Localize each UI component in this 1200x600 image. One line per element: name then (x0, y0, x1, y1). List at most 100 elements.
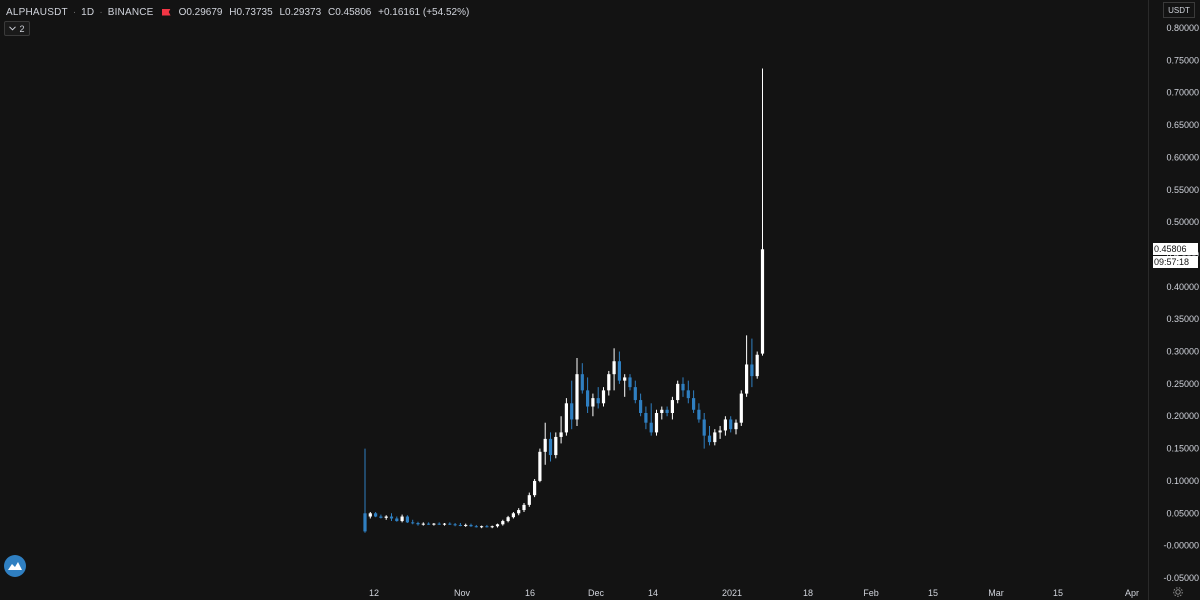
candle-body (580, 374, 584, 391)
chevron-down-icon (9, 26, 17, 31)
currency-selector[interactable]: USDT (1163, 2, 1195, 18)
candle-body (437, 523, 441, 525)
candle (368, 512, 372, 519)
candle-body (480, 526, 484, 528)
price-tick-label: 0.65000 (1166, 120, 1199, 130)
candle-body (601, 390, 606, 404)
candle (442, 523, 447, 526)
candle (586, 377, 590, 413)
candle-body (633, 387, 637, 401)
legend-separator: · (72, 6, 77, 18)
candle (745, 335, 749, 397)
interval-label[interactable]: 1D (81, 6, 95, 18)
candle (639, 393, 643, 417)
candle (570, 380, 574, 430)
candle-body (570, 403, 574, 420)
price-tick-label: -0.00000 (1163, 541, 1199, 551)
candle (490, 525, 494, 529)
candle-body (411, 522, 415, 524)
indicators-toggle-button[interactable]: 2 (4, 21, 30, 36)
candle-body (469, 524, 473, 527)
candle-body (692, 398, 696, 410)
price-tick-label: 0.75000 (1166, 55, 1199, 65)
chart-legend: ALPHAUSDT · 1D · BINANCE O0.29679 H0.737… (6, 4, 473, 20)
legend-separator: · (99, 6, 103, 18)
candle (395, 516, 399, 522)
candle (389, 513, 394, 522)
candle (416, 521, 420, 526)
candle (384, 515, 388, 520)
candle (474, 524, 478, 528)
candle-body (517, 510, 521, 514)
tradingview-logo[interactable] (4, 555, 26, 577)
candle (628, 374, 632, 391)
candle-body (548, 438, 553, 456)
candle-body (405, 516, 409, 523)
candle (729, 416, 733, 433)
price-tick-labels: 0.80000 0.75000 0.70000 0.65000 0.60000 0.550… (1163, 23, 1199, 583)
price-axis[interactable]: 0.80000 0.75000 0.70000 0.65000 0.60000 0.550… (1148, 0, 1200, 600)
price-tick-label: 0.55000 (1166, 185, 1199, 195)
candle-body (596, 398, 600, 404)
candle (506, 515, 510, 523)
candle (437, 522, 441, 525)
candle-body (389, 516, 394, 519)
candle-body (432, 523, 436, 525)
candle (564, 398, 568, 436)
candle-body (718, 430, 722, 433)
candle (538, 448, 542, 483)
candle (649, 403, 653, 436)
symbol-label[interactable]: ALPHAUSDT (6, 6, 68, 18)
candle-body (723, 419, 727, 431)
candle-body (564, 403, 568, 433)
candle-body (612, 361, 616, 375)
close-key: C (327, 6, 336, 18)
candle (374, 512, 378, 518)
candle-body (395, 518, 399, 522)
candle-body (702, 419, 706, 436)
candle-body (464, 524, 468, 526)
candle (511, 512, 515, 519)
candle (670, 396, 674, 420)
price-tick-label: 0.60000 (1166, 152, 1199, 162)
price-tick-label: 0.40000 (1166, 282, 1199, 292)
candlestick-series (363, 68, 765, 533)
bar-countdown-label: 09:57:18 (1153, 256, 1198, 268)
candle (617, 351, 621, 384)
candle (633, 380, 637, 404)
candle-body (522, 504, 526, 511)
price-tick-label: 0.80000 (1166, 23, 1199, 33)
candle (554, 432, 558, 459)
candle-body (384, 516, 388, 518)
chart-pane[interactable]: 12 Nov 16 Dec 14 2021 18 Feb 15 Mar 15 Apr (0, 0, 1148, 600)
logo-icon (8, 562, 22, 570)
candle (559, 416, 563, 444)
candle-body (527, 495, 531, 505)
candle (533, 479, 537, 498)
candle-body (639, 400, 643, 413)
candle-body (575, 374, 579, 420)
candle (697, 403, 701, 423)
candle-body (676, 383, 680, 401)
candle (734, 419, 738, 435)
candle (702, 413, 706, 449)
candle-body (421, 523, 425, 525)
candle-body (654, 413, 659, 433)
candle (723, 416, 727, 436)
candle (363, 448, 367, 533)
candle (411, 519, 415, 525)
candle-body (670, 400, 674, 413)
candle (596, 387, 600, 409)
candle (623, 374, 627, 397)
candle (448, 522, 452, 525)
candle (432, 523, 436, 526)
candle-body (686, 390, 690, 399)
candle-body (543, 438, 547, 452)
candle (644, 406, 648, 430)
gear-icon[interactable] (1172, 586, 1184, 598)
candle-body (755, 354, 759, 377)
high-key: H (229, 6, 237, 18)
candle-body (506, 517, 510, 522)
flag-icon[interactable] (161, 8, 171, 16)
candle-body (379, 516, 383, 518)
